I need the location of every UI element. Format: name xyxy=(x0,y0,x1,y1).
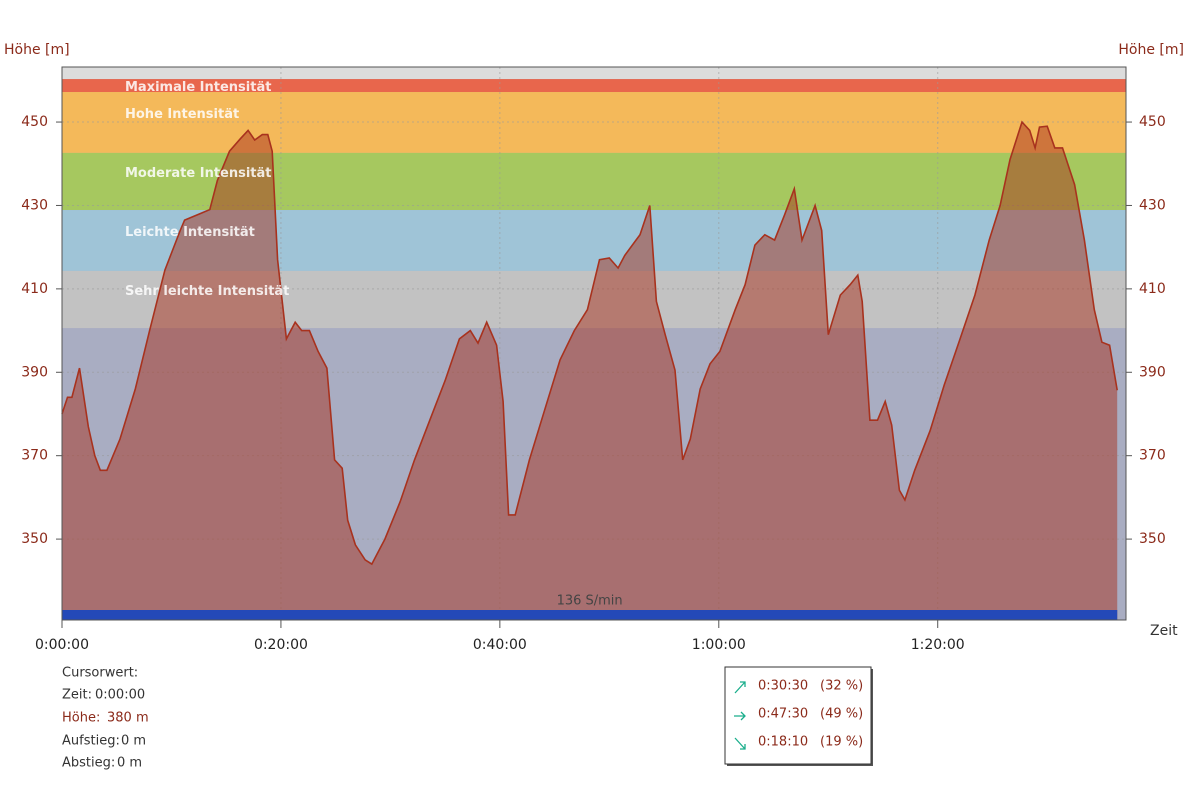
y2-tick-label: 430 xyxy=(1139,197,1166,213)
x-tick-label: 0:20:00 xyxy=(254,637,308,653)
x-tick-label: 1:00:00 xyxy=(692,637,746,653)
zone-label: Leichte Intensität xyxy=(125,225,255,240)
y2-tick-label: 390 xyxy=(1139,364,1166,380)
y2-axis-title: Höhe [m] xyxy=(1118,42,1184,58)
cursor-value: 0 m xyxy=(121,734,146,749)
zone-band xyxy=(62,79,1126,93)
cursor-label: Aufstieg: xyxy=(62,734,120,749)
summary-time: 0:30:30 xyxy=(758,679,808,694)
cursor-title: Cursorwert: xyxy=(62,666,138,681)
y-axis-title: Höhe [m] xyxy=(4,42,70,58)
x-axis-title: Zeit xyxy=(1150,623,1178,639)
zone-label: Maximale Intensität xyxy=(125,80,271,95)
zone-label: Moderate Intensität xyxy=(125,166,272,181)
box xyxy=(724,666,872,765)
summary-box: 0:30:30 (32 %) 0:47:30 (49 %) 0:18:10 (1… xyxy=(724,666,873,766)
y2-tick-label: 370 xyxy=(1139,448,1166,464)
y2-tick-label: 450 xyxy=(1139,114,1166,130)
x-tick-label: 0:40:00 xyxy=(473,637,527,653)
arrow-flat xyxy=(734,711,746,721)
y-tick-label: 450 xyxy=(21,114,48,130)
y-tick-label: 410 xyxy=(21,281,48,297)
y-tick-label: 430 xyxy=(21,197,48,213)
summary-time: 0:47:30 xyxy=(758,707,808,722)
x-tick-label: 0:00:00 xyxy=(35,637,89,653)
zone-label: Sehr leichte Intensität xyxy=(125,284,289,299)
x-tick-label: 1:20:00 xyxy=(911,637,965,653)
y-tick-label: 350 xyxy=(21,531,48,547)
y2-tick-label: 350 xyxy=(1139,531,1166,547)
cursor-label: Zeit: xyxy=(62,688,92,703)
summary-percent: (19 %) xyxy=(820,735,863,750)
arrow-up xyxy=(734,681,746,694)
cursor-label: Höhe: xyxy=(62,711,100,726)
cursor-label: Abstieg: xyxy=(62,756,115,771)
arrow-icons xyxy=(734,681,746,750)
summary-time: 0:18:10 xyxy=(758,735,808,750)
summary-percent: (32 %) xyxy=(820,679,863,694)
y-tick-label: 370 xyxy=(21,448,48,464)
area-line xyxy=(61,120,1118,566)
area-group: 136 S/min xyxy=(61,120,1118,620)
y2-tick-label: 410 xyxy=(1139,281,1166,297)
arrow-down xyxy=(734,737,746,750)
y-tick-label: 390 xyxy=(21,364,48,380)
cursor-panel: Cursorwert: Zeit: 0:00:00 Höhe: 380 m Au… xyxy=(62,666,149,771)
cursor-value: 380 m xyxy=(107,711,149,726)
area-fill xyxy=(62,122,1118,620)
zone-label: Hohe Intensität xyxy=(125,107,239,122)
cadence-bar xyxy=(62,610,1118,620)
cursor-value: 0:00:00 xyxy=(95,688,145,703)
summary-percent: (49 %) xyxy=(820,707,863,722)
plot-top-strip xyxy=(62,67,1126,79)
zone-labels: Maximale Intensität Hohe Intensität Modera… xyxy=(125,80,289,299)
cadence-label: 136 S/min xyxy=(557,594,623,609)
ticks: 350 350 370 370 390 390 410 410 430 430 450 450 0:00… xyxy=(21,114,1165,653)
plot-frame xyxy=(61,66,1127,621)
cursor-value: 0 m xyxy=(117,756,142,771)
